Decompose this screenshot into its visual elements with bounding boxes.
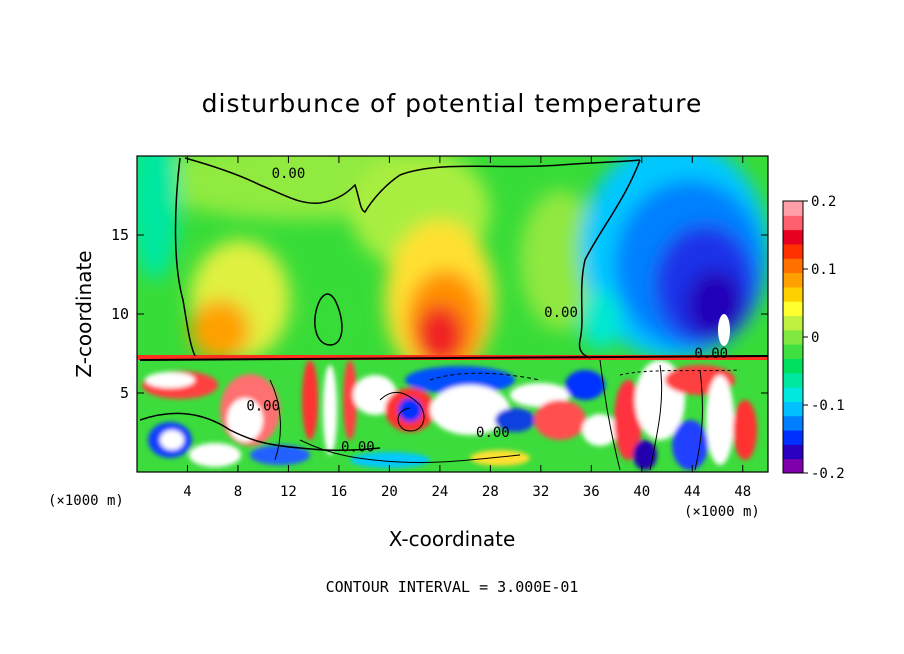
- y-tick-label: 15: [111, 226, 129, 244]
- x-tick-label: 4: [183, 484, 191, 500]
- x-unit-right: (×1000 m): [684, 504, 760, 520]
- colorbar-band: [783, 329, 803, 345]
- x-tick-label: 16: [330, 484, 347, 500]
- colorbar-band: [783, 201, 803, 216]
- colorbar-band: [783, 358, 803, 374]
- lower-field: [137, 355, 768, 472]
- x-axis: 4 8 12 16 20 24 28 32 36 40 44 48: [183, 156, 751, 500]
- y-tick-label: 5: [120, 384, 129, 402]
- colorbar-band: [783, 243, 803, 259]
- colorbar-tick-label: -0.2: [811, 466, 845, 482]
- x-tick-label: 8: [234, 484, 242, 500]
- colorbar-bands: [783, 201, 803, 474]
- y-axis: 5 10 15: [111, 226, 768, 402]
- x-tick-label: 48: [734, 484, 751, 500]
- contour-lines: [139, 157, 768, 471]
- colorbar-band: [783, 315, 803, 331]
- x-tick-label: 44: [684, 484, 701, 500]
- contour-label: 0.00: [694, 346, 728, 362]
- colorbar-band: [783, 458, 803, 474]
- x-tick-label: 32: [532, 484, 549, 500]
- x-tick-label: 20: [381, 484, 398, 500]
- colorbar-band: [783, 215, 803, 231]
- x-tick-label: 36: [583, 484, 600, 500]
- colorbar-tick-label: 0: [811, 330, 819, 346]
- contour-label: 0.00: [272, 166, 306, 182]
- x-unit-left: (×1000 m): [48, 493, 124, 509]
- upper-field: [137, 156, 768, 380]
- colorbar-tick-label: 0.1: [811, 262, 836, 278]
- x-axis-label: X-coordinate: [389, 527, 516, 551]
- x-tick-label: 24: [431, 484, 448, 500]
- colorbar-band: [783, 372, 803, 388]
- colorbar-band: [783, 444, 803, 460]
- x-tick-label: 28: [482, 484, 499, 500]
- colorbar-band: [783, 301, 803, 317]
- contour-label: 0.00: [476, 425, 510, 441]
- contour-interval-note: CONTOUR INTERVAL = 3.000E-01: [326, 578, 579, 596]
- colorbar-band: [783, 430, 803, 445]
- contour-label: 0.00: [341, 439, 375, 455]
- colorbar-band: [783, 229, 803, 245]
- colorbar-band: [783, 272, 803, 288]
- colorbar-tick-label: -0.1: [811, 398, 845, 414]
- y-axis-label: Z-coordinate: [72, 250, 96, 377]
- colorbar: 0.2 0.1 0 -0.1 -0.2: [782, 194, 845, 482]
- colorbar-band: [783, 401, 803, 417]
- contour-label: 0.00: [544, 305, 578, 321]
- colorbar-band: [783, 286, 803, 302]
- y-tick-label: 10: [111, 305, 129, 323]
- colorbar-tick-label: 0.2: [811, 194, 836, 210]
- colorbar-band: [783, 387, 803, 402]
- colorbar-band: [783, 258, 803, 274]
- contour-label: 0.00: [246, 398, 280, 414]
- contour-labels: 0.00 0.00 0.00 0.00 0.00 0.00: [246, 166, 728, 455]
- x-tick-label: 40: [633, 484, 650, 500]
- chart-title: disturbunce of potential temperature: [202, 89, 703, 118]
- x-tick-label: 12: [280, 484, 297, 500]
- colorbar-band: [783, 415, 803, 431]
- plot-area: 0.00 0.00 0.00 0.00 0.00 0.00: [137, 156, 768, 472]
- colorbar-ticks: 0.2 0.1 0 -0.1 -0.2: [803, 194, 845, 482]
- colorbar-band: [783, 344, 803, 359]
